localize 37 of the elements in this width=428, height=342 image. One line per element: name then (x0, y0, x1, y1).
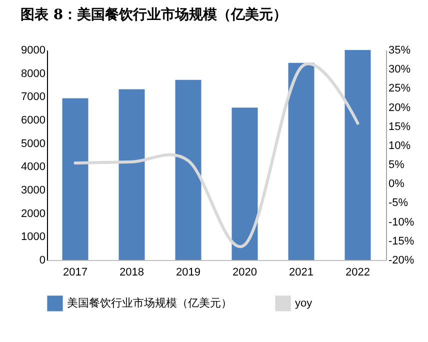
y2-tick-label: 30% (388, 64, 411, 76)
bar (62, 98, 88, 260)
y-tick-label: 3000 (21, 184, 46, 196)
y2-tick-label: -5% (388, 197, 408, 210)
y-tick-label: 8000 (21, 68, 46, 80)
y2-tick-label: 20% (388, 102, 411, 114)
y2-tick-label: -20% (388, 254, 414, 266)
legend-label: 美国餐饮行业市场规模（亿美元） (67, 296, 232, 310)
x-tick-label: 2020 (232, 266, 257, 278)
y2-tick-label: 5% (388, 159, 405, 172)
x-tick-label: 2019 (176, 266, 200, 278)
y2-tick-label: 10% (388, 140, 411, 152)
y2-tick-label: 0% (388, 178, 405, 190)
y2-tick-label: 25% (388, 82, 411, 95)
y2-tick-label: -15% (388, 235, 414, 248)
chart-title: 图表 8：美国餐饮行业市场规模（亿美元） (20, 6, 288, 23)
x-tick-label: 2021 (289, 266, 314, 278)
x-tick-label: 2022 (346, 266, 370, 278)
y-tick-label: 0 (39, 254, 46, 266)
y-tick-label: 6000 (21, 114, 46, 126)
y-tick-label: 4000 (21, 161, 46, 174)
bar (288, 62, 314, 260)
y-tick-label: 1000 (21, 231, 46, 244)
y-tick-label: 9000 (21, 44, 46, 56)
y-tick-label: 7000 (21, 91, 46, 104)
bar (232, 108, 258, 260)
y-tick-label: 5000 (21, 138, 46, 150)
y2-tick-label: 15% (388, 120, 411, 133)
x-tick-label: 2018 (120, 266, 144, 278)
bar (175, 80, 202, 260)
y2-tick-label: -10% (388, 216, 414, 228)
bar (118, 89, 145, 260)
legend-label: yoy (295, 297, 313, 310)
x-tick-label: 2017 (63, 266, 88, 278)
y-tick-label: 2000 (21, 208, 46, 220)
bar (344, 50, 371, 260)
y2-tick-label: 35% (388, 44, 411, 56)
